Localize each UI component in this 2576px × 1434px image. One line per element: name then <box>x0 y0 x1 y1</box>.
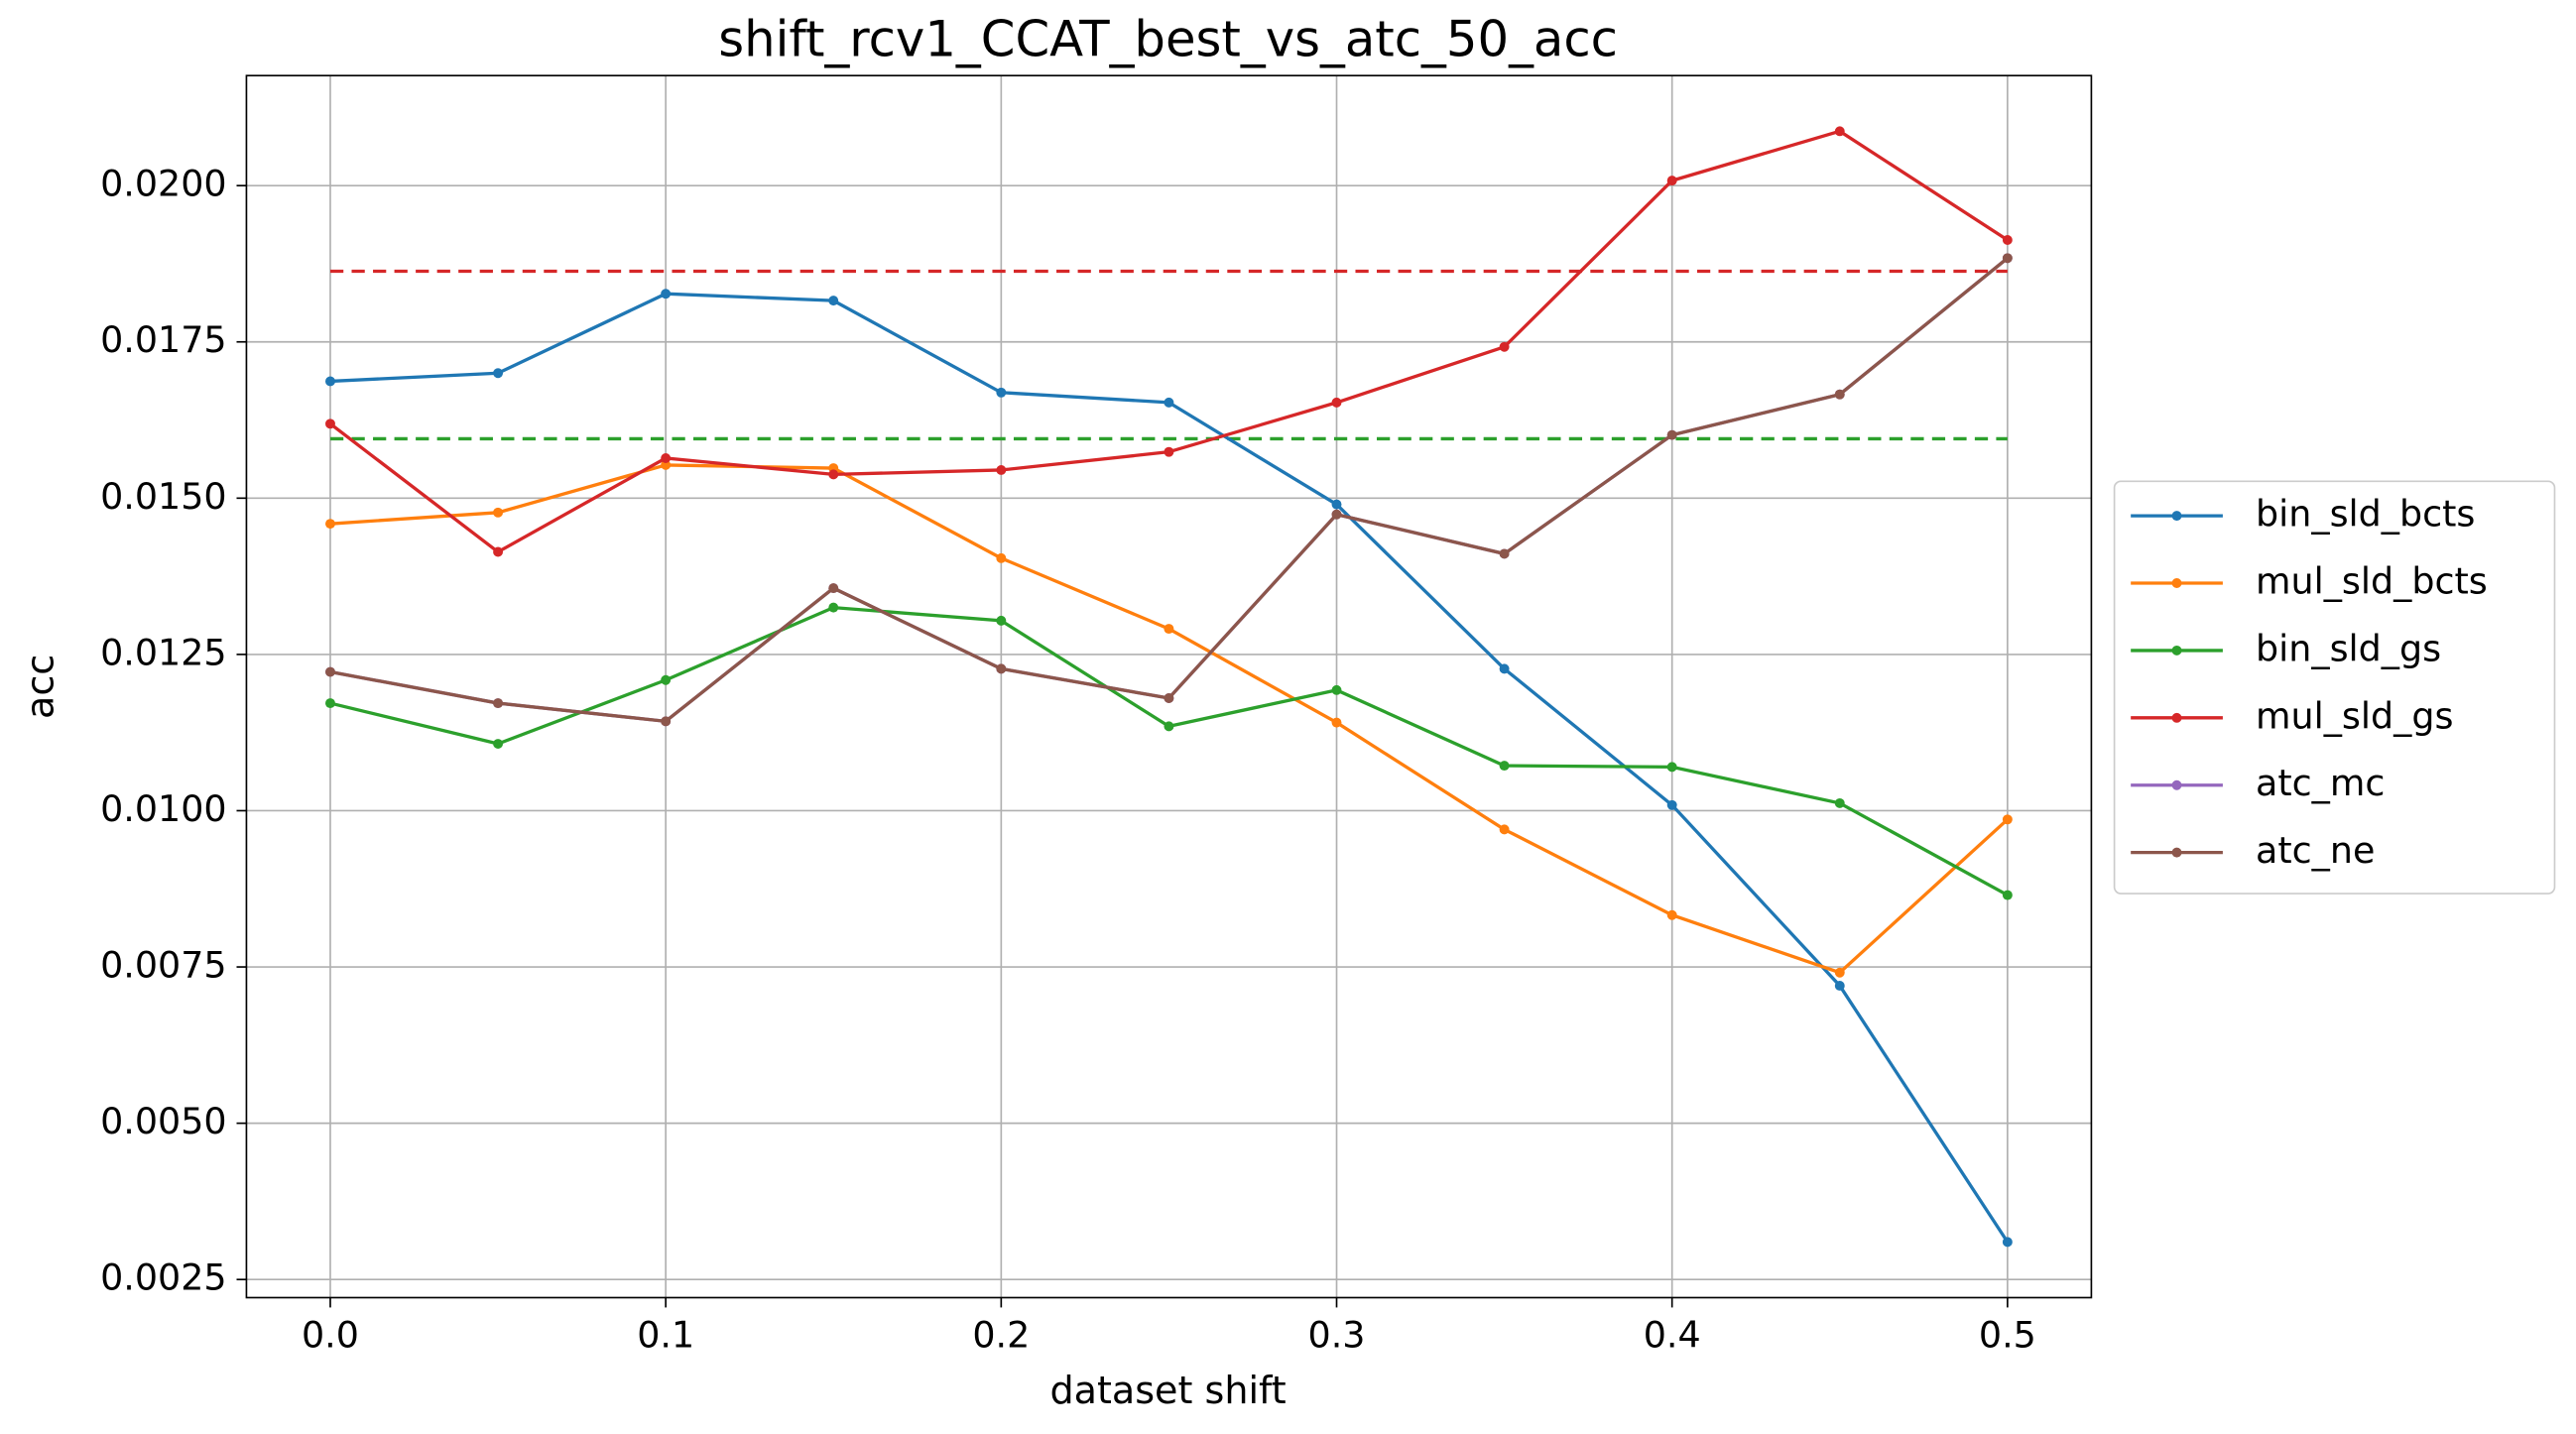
point <box>1164 397 1174 408</box>
point <box>493 546 504 557</box>
point <box>1499 663 1510 674</box>
x-tick-label: 0.1 <box>637 1314 694 1357</box>
point <box>1499 824 1510 835</box>
point <box>325 698 335 709</box>
point <box>661 716 672 727</box>
point <box>661 453 672 463</box>
point <box>661 289 672 299</box>
point <box>1499 548 1510 559</box>
point <box>1666 176 1677 186</box>
point <box>1331 509 1342 520</box>
legend-marker <box>2171 511 2182 522</box>
point <box>325 376 335 387</box>
point <box>1499 341 1510 352</box>
point <box>1499 761 1510 772</box>
point <box>1834 389 1845 400</box>
point <box>661 674 672 685</box>
point <box>1331 397 1342 408</box>
point <box>1331 499 1342 510</box>
y-tick-label: 0.0200 <box>100 163 226 205</box>
legend-marker <box>2171 779 2182 790</box>
point <box>2002 814 2013 825</box>
y-tick-label: 0.0050 <box>100 1100 226 1142</box>
point <box>996 387 1007 398</box>
legend-label: mul_sld_gs <box>2256 694 2453 737</box>
point <box>828 583 839 594</box>
point <box>2002 1237 2013 1248</box>
legend-label: atc_mc <box>2256 762 2385 804</box>
chart-title: shift_rcv1_CCAT_best_vs_atc_50_acc <box>718 11 1618 68</box>
point <box>2002 235 2013 245</box>
y-tick-label: 0.0125 <box>100 631 226 673</box>
legend-marker <box>2171 645 2182 656</box>
point <box>996 464 1007 475</box>
x-tick-label: 0.4 <box>1644 1314 1701 1357</box>
point <box>996 663 1007 674</box>
point <box>2002 890 2013 900</box>
point <box>325 418 335 429</box>
point <box>493 739 504 750</box>
point <box>1164 624 1174 635</box>
point <box>828 469 839 480</box>
legend-marker <box>2171 712 2182 723</box>
point <box>325 666 335 677</box>
legend-label: bin_sld_bcts <box>2256 493 2475 536</box>
point <box>1331 684 1342 695</box>
point <box>996 615 1007 626</box>
point <box>1666 762 1677 773</box>
legend-label: mul_sld_bcts <box>2256 560 2488 603</box>
point <box>1331 717 1342 728</box>
legend-marker <box>2171 847 2182 858</box>
point <box>1834 126 1845 137</box>
point <box>2002 253 2013 264</box>
point <box>1834 797 1845 808</box>
point <box>1164 721 1174 732</box>
point <box>493 698 504 709</box>
x-tick-label: 0.2 <box>972 1314 1030 1357</box>
legend-box <box>2113 480 2556 895</box>
y-axis-label: acc <box>19 655 62 719</box>
point <box>1834 980 1845 991</box>
point <box>1834 967 1845 978</box>
x-axis-label: dataset shift <box>1049 1369 1286 1412</box>
y-tick-label: 0.0100 <box>100 787 226 830</box>
point <box>828 296 839 306</box>
point <box>1164 693 1174 703</box>
point <box>493 368 504 379</box>
point <box>325 519 335 530</box>
point <box>661 459 672 470</box>
legend-label: bin_sld_gs <box>2256 627 2441 669</box>
point <box>1164 446 1174 457</box>
y-tick-label: 0.0025 <box>100 1256 226 1299</box>
x-tick-label: 0.3 <box>1308 1314 1366 1357</box>
point <box>1666 429 1677 440</box>
legend-label: atc_ne <box>2256 829 2375 872</box>
point <box>493 507 504 518</box>
x-tick-label: 0.5 <box>1979 1314 2036 1357</box>
y-tick-label: 0.0075 <box>100 944 226 987</box>
point <box>1666 799 1677 810</box>
y-tick-label: 0.0175 <box>100 318 226 361</box>
x-tick-label: 0.0 <box>302 1314 359 1357</box>
legend-marker <box>2171 578 2182 588</box>
plot-frame <box>245 74 2093 1299</box>
point <box>996 552 1007 563</box>
y-tick-label: 0.0150 <box>100 475 226 518</box>
point <box>828 602 839 613</box>
point <box>1666 909 1677 920</box>
